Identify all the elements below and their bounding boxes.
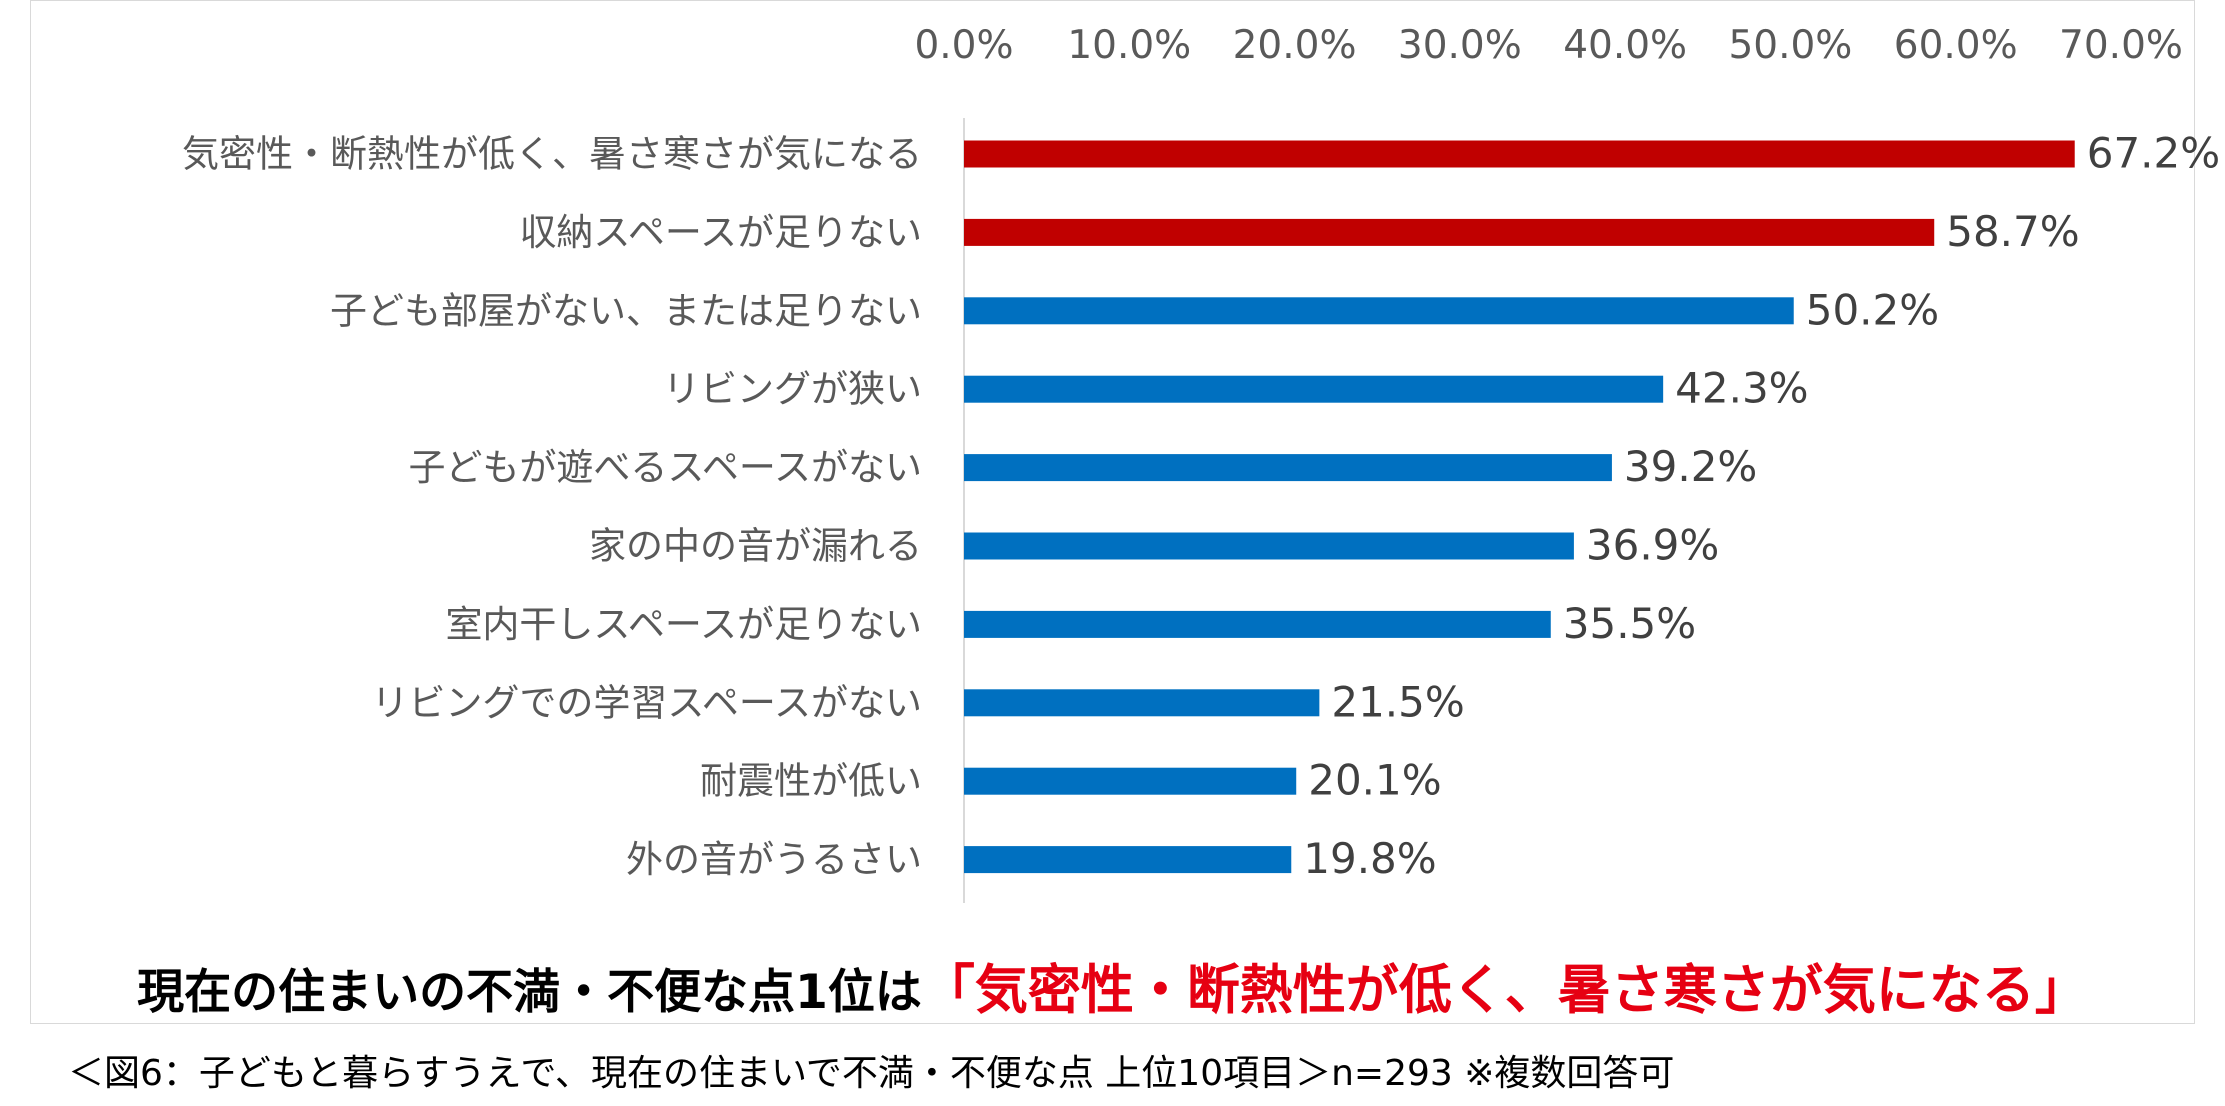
bar bbox=[964, 375, 1664, 403]
x-tick-label: 0.0% bbox=[914, 23, 1013, 68]
x-tick-label: 40.0% bbox=[1563, 23, 1687, 68]
category-label: 耐震性が低い bbox=[700, 760, 922, 803]
category-label: 室内干しスペースが足りない bbox=[445, 603, 922, 646]
headline: 現在の住まいの不満・不便な点1位は「気密性・断熱性が低く、暑さ寒さが気になる」 bbox=[30, 948, 2195, 1024]
data-label: 20.1% bbox=[1308, 756, 1441, 805]
bars bbox=[964, 140, 2075, 874]
data-labels: 67.2%58.7%50.2% 42.3% 39.2% 36.9% 35.5% 21.5%… bbox=[1303, 129, 2220, 884]
data-label: 42.3% bbox=[1675, 364, 1808, 413]
bar bbox=[964, 532, 1574, 560]
category-labels: 気密性・断熱性が低く、暑さ寒さが気になる収納スペースが足りない子ども部屋がない、… bbox=[182, 133, 922, 882]
data-label: 67.2% bbox=[2087, 129, 2220, 178]
bar bbox=[964, 218, 1935, 246]
x-tick-label: 30.0% bbox=[1398, 23, 1522, 68]
x-tick-label: 50.0% bbox=[1728, 23, 1852, 68]
category-label: リビングが狭い bbox=[663, 368, 922, 411]
category-label: 外の音がうるさい bbox=[626, 838, 922, 881]
x-tick-label: 70.0% bbox=[2059, 23, 2183, 68]
data-label: 35.5% bbox=[1563, 599, 1696, 648]
bar bbox=[964, 767, 1297, 795]
category-label: 子どもが遊べるスペースがない bbox=[408, 446, 922, 489]
category-label: 収納スペースが足りない bbox=[519, 211, 922, 254]
category-label: リビングでの学習スペースがない bbox=[371, 681, 922, 724]
data-label: 21.5% bbox=[1331, 677, 1464, 726]
data-label: 50.2% bbox=[1806, 285, 1939, 334]
bar bbox=[964, 689, 1320, 717]
bar bbox=[964, 297, 1794, 325]
x-tick-label: 60.0% bbox=[1894, 23, 2018, 68]
headline-highlight: 「気密性・断熱性が低く、暑さ寒さが気になる」 bbox=[921, 960, 2088, 1021]
data-label: 39.2% bbox=[1624, 442, 1757, 491]
headline-prefix: 現在の住まいの不満・不便な点1位は bbox=[137, 965, 922, 1020]
x-tick-label: 10.0% bbox=[1067, 23, 1191, 68]
figure-caption: ＜図6：子どもと暮らすうえで、現在の住まいで不満・不便な点 上位10項目＞n=2… bbox=[68, 1053, 1675, 1094]
category-label: 気密性・断熱性が低く、暑さ寒さが気になる bbox=[182, 133, 922, 176]
bar bbox=[964, 846, 1292, 874]
category-label: 家の中の音が漏れる bbox=[589, 525, 922, 568]
data-label: 58.7% bbox=[1946, 207, 2079, 256]
bar bbox=[964, 140, 2075, 168]
data-label: 19.8% bbox=[1303, 834, 1436, 883]
x-axis-ticks: 0.0% 10.0% 20.0% 30.0% 40.0% 50.0% 60.0% 70.0% bbox=[914, 23, 2183, 68]
x-tick-label: 20.0% bbox=[1233, 23, 1357, 68]
bar bbox=[964, 454, 1612, 482]
bar bbox=[964, 610, 1551, 638]
category-label: 子ども部屋がない、または足りない bbox=[330, 289, 922, 332]
data-label: 36.9% bbox=[1586, 521, 1719, 570]
